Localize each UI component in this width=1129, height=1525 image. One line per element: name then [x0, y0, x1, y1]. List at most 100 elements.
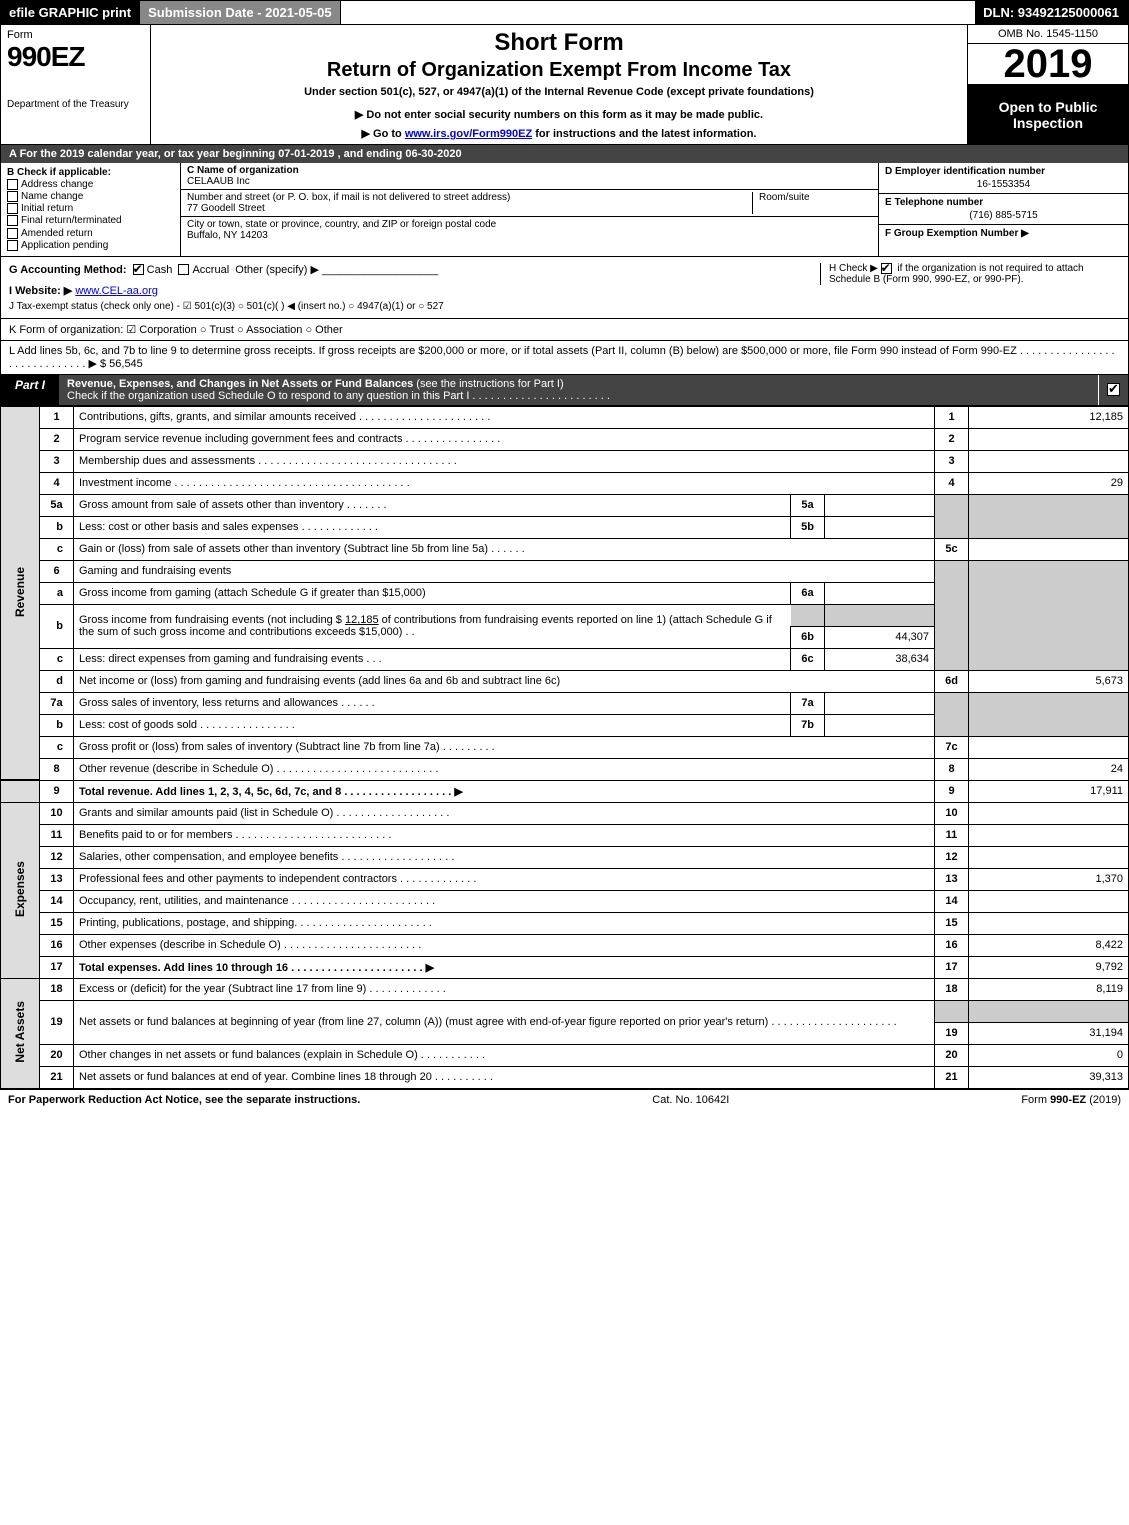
shaded-cell — [935, 494, 969, 538]
part-i-title-rest: (see the instructions for Part I) — [413, 378, 563, 390]
accrual-checkbox[interactable] — [178, 264, 189, 275]
line-number: 4 — [40, 472, 74, 494]
shaded-cell — [825, 604, 935, 626]
line-g-label: G Accounting Method: — [9, 264, 127, 276]
line-desc: Net assets or fund balances at beginning… — [74, 1000, 935, 1044]
line-number: 17 — [40, 956, 74, 978]
amount-value — [969, 890, 1129, 912]
line-desc: Less: direct expenses from gaming and fu… — [74, 648, 791, 670]
application-pending-checkbox[interactable] — [7, 240, 18, 251]
line-number: 10 — [40, 802, 74, 824]
name-change-label: Name change — [21, 191, 83, 202]
name-change-checkbox[interactable] — [7, 191, 18, 202]
street-label: Number and street (or P. O. box, if mail… — [187, 192, 510, 203]
shaded-cell — [791, 604, 825, 626]
line-desc: Salaries, other compensation, and employ… — [74, 846, 935, 868]
table-row: 9 Total revenue. Add lines 1, 2, 3, 4, 5… — [1, 780, 1129, 802]
amount-value: 1,370 — [969, 868, 1129, 890]
part-i-title-bold: Revenue, Expenses, and Changes in Net As… — [67, 378, 413, 390]
line-desc: Gaming and fundraising events — [74, 560, 935, 582]
table-row: Expenses 10 Grants and similar amounts p… — [1, 802, 1129, 824]
tax-year: 2019 — [968, 44, 1128, 85]
form-id-footer: Form 990-EZ (2019) — [1021, 1094, 1121, 1106]
room-suite: Room/suite — [752, 192, 872, 214]
amount-value: 0 — [969, 1044, 1129, 1066]
entity-block: B Check if applicable: Address change Na… — [0, 163, 1129, 257]
line-desc: Gain or (loss) from sale of assets other… — [74, 538, 935, 560]
revenue-vertical-label: Revenue — [1, 406, 40, 780]
line-number: 9 — [40, 780, 74, 802]
cash-label: Cash — [147, 264, 173, 276]
address-change-checkbox[interactable] — [7, 179, 18, 190]
amount-value: 5,673 — [969, 670, 1129, 692]
address-change-label: Address change — [21, 179, 93, 190]
table-row: 7a Gross sales of inventory, less return… — [1, 692, 1129, 714]
amount-value: 31,194 — [969, 1022, 1129, 1044]
part-i-header: Part I Revenue, Expenses, and Changes in… — [0, 375, 1129, 406]
initial-return-label: Initial return — [21, 203, 73, 214]
line-desc: Net income or (loss) from gaming and fun… — [74, 670, 935, 692]
schedule-o-checkbox[interactable] — [1107, 383, 1120, 396]
sub-label: 5b — [791, 516, 825, 538]
line-number: 14 — [40, 890, 74, 912]
amount-label: 14 — [935, 890, 969, 912]
shaded-cell — [969, 560, 1129, 670]
table-row: 21 Net assets or fund balances at end of… — [1, 1066, 1129, 1088]
line-number: c — [40, 736, 74, 758]
line-desc: Net assets or fund balances at end of ye… — [74, 1066, 935, 1088]
line-desc: Total expenses. Add lines 10 through 16 … — [74, 956, 935, 978]
form-header: Form 990EZ Department of the Treasury Sh… — [0, 25, 1129, 145]
table-row: 14 Occupancy, rent, utilities, and maint… — [1, 890, 1129, 912]
website-label: I Website: ▶ — [9, 285, 72, 297]
amount-label: 8 — [935, 758, 969, 780]
table-row: 8 Other revenue (describe in Schedule O)… — [1, 758, 1129, 780]
sub-label: 5a — [791, 494, 825, 516]
amount-value: 8,422 — [969, 934, 1129, 956]
line-l: L Add lines 5b, 6c, and 7b to line 9 to … — [0, 341, 1129, 375]
box-c: C Name of organization CELAAUB Inc Numbe… — [181, 163, 878, 256]
part-i-schedule-o-cell — [1098, 375, 1128, 405]
line-desc: Other revenue (describe in Schedule O) .… — [74, 758, 935, 780]
sub-value: 44,307 — [825, 626, 935, 648]
amount-value: 39,313 — [969, 1066, 1129, 1088]
initial-return-checkbox[interactable] — [7, 203, 18, 214]
amount-label: 15 — [935, 912, 969, 934]
shaded-cell — [969, 1000, 1129, 1022]
sub-value: 38,634 — [825, 648, 935, 670]
application-pending-label: Application pending — [21, 240, 108, 251]
efile-print-label[interactable]: efile GRAPHIC print — [1, 1, 140, 24]
amended-return-checkbox[interactable] — [7, 228, 18, 239]
sub-label: 6c — [791, 648, 825, 670]
amount-label: 5c — [935, 538, 969, 560]
amount-value — [969, 428, 1129, 450]
line-h-checkbox[interactable] — [881, 263, 892, 274]
shaded-cell — [935, 1000, 969, 1022]
phone-value: (716) 885-5715 — [885, 210, 1122, 221]
line-number: 8 — [40, 758, 74, 780]
line-desc: Total revenue. Add lines 1, 2, 3, 4, 5c,… — [74, 780, 935, 802]
box-b-title: B Check if applicable: — [7, 167, 111, 178]
line-desc: Gross amount from sale of assets other t… — [74, 494, 791, 516]
instructions-note: ▶ Go to www.irs.gov/Form990EZ for instru… — [159, 127, 959, 140]
line-desc: Grants and similar amounts paid (list in… — [74, 802, 935, 824]
cash-checkbox[interactable] — [133, 264, 144, 275]
line-h-text1: H Check ▶ — [829, 263, 878, 274]
amount-label: 2 — [935, 428, 969, 450]
line-number: d — [40, 670, 74, 692]
amount-label: 11 — [935, 824, 969, 846]
phone-label: E Telephone number — [885, 197, 983, 208]
line-number: 20 — [40, 1044, 74, 1066]
fundraising-excluded-amount: 12,185 — [345, 614, 379, 626]
sub-label: 6b — [791, 626, 825, 648]
table-row: 16 Other expenses (describe in Schedule … — [1, 934, 1129, 956]
final-return-checkbox[interactable] — [7, 215, 18, 226]
line-number: 6 — [40, 560, 74, 582]
line-desc: Other changes in net assets or fund bala… — [74, 1044, 935, 1066]
form-number: 990EZ — [7, 41, 144, 73]
website-link[interactable]: www.CEL-aa.org — [75, 285, 158, 297]
amount-label: 17 — [935, 956, 969, 978]
instructions-link[interactable]: www.irs.gov/Form990EZ — [405, 128, 532, 140]
shaded-cell — [969, 692, 1129, 736]
sub-label: 6a — [791, 582, 825, 604]
amount-value: 24 — [969, 758, 1129, 780]
